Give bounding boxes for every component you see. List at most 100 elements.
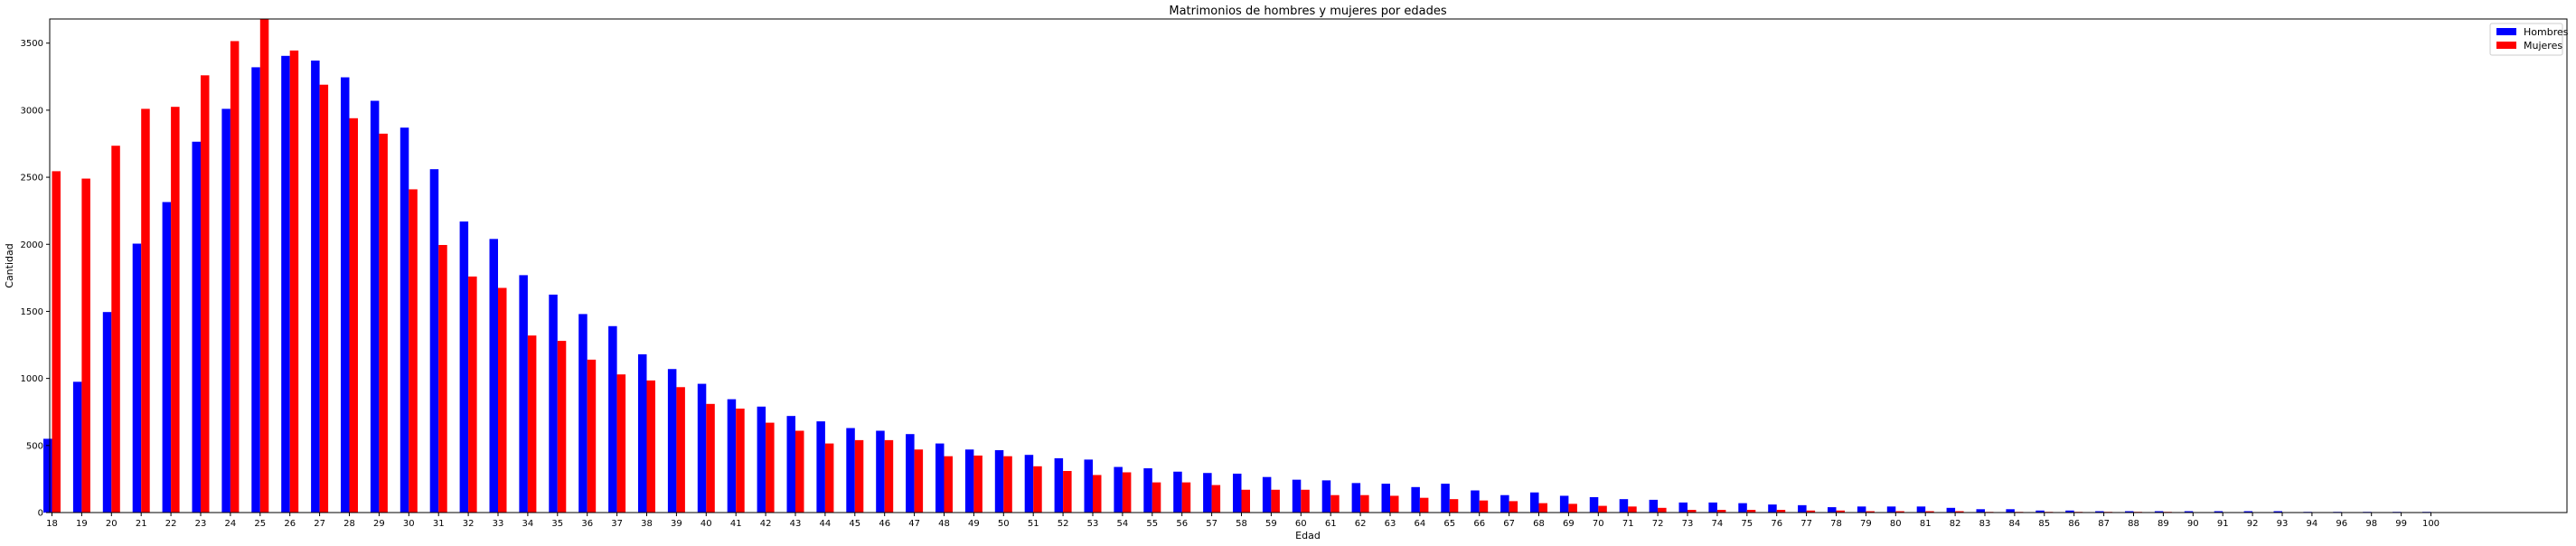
bar-hombres-56	[1173, 471, 1182, 513]
x-tick-label: 94	[2307, 519, 2318, 529]
x-tick-label: 89	[2158, 519, 2169, 529]
bar-mujeres-18	[52, 171, 61, 513]
x-tick-label: 31	[433, 519, 445, 529]
bar-hombres-39	[667, 369, 677, 513]
bar-hombres-84	[2006, 509, 2015, 513]
bar-mujeres-42	[766, 422, 775, 513]
bar-mujeres-39	[676, 387, 685, 513]
x-tick-label: 77	[1800, 519, 1812, 529]
bar-hombres-90	[2184, 511, 2194, 513]
x-tick-label: 60	[1295, 519, 1307, 529]
x-tick-label: 36	[581, 519, 593, 529]
x-tick-label: 23	[195, 519, 207, 529]
bar-mujeres-79	[1866, 511, 1875, 513]
bar-mujeres-50	[1003, 456, 1012, 513]
x-tick-label: 90	[2187, 519, 2199, 529]
x-tick-label: 55	[1146, 519, 1158, 529]
bar-hombres-92	[2243, 511, 2253, 513]
bar-hombres-29	[370, 100, 380, 513]
bar-hombres-43	[786, 416, 795, 513]
bar-mujeres-46	[884, 439, 894, 513]
x-tick-label: 58	[1236, 519, 1247, 529]
x-tick-label: 84	[2009, 519, 2021, 529]
x-tick-label: 37	[611, 519, 623, 529]
bar-hombres-64	[1411, 486, 1420, 513]
y-tick-label: 0	[38, 509, 43, 519]
x-tick-label: 40	[700, 519, 712, 529]
x-tick-label: 79	[1860, 519, 1872, 529]
y-tick-label: 500	[26, 441, 43, 451]
bar-hombres-88	[2125, 511, 2134, 513]
x-tick-label: 72	[1652, 519, 1664, 529]
bar-mujeres-37	[616, 374, 626, 513]
x-tick-label: 49	[968, 519, 980, 529]
bar-mujeres-34	[527, 335, 537, 513]
x-tick-label: 26	[284, 519, 296, 529]
x-tick-label: 46	[879, 519, 890, 529]
bar-hombres-37	[608, 325, 617, 513]
bar-hombres-33	[489, 239, 498, 513]
bar-mujeres-60	[1301, 489, 1310, 513]
x-tick-label: 70	[1593, 519, 1604, 529]
bar-mujeres-70	[1598, 505, 1607, 513]
bar-mujeres-53	[1093, 475, 1102, 513]
bar-mujeres-77	[1806, 510, 1816, 513]
x-tick-label: 18	[46, 519, 58, 529]
x-tick-label: 69	[1563, 519, 1575, 529]
bar-mujeres-23	[201, 75, 210, 513]
bar-mujeres-38	[646, 380, 655, 513]
bar-mujeres-40	[706, 403, 715, 513]
bar-hombres-74	[1708, 502, 1717, 513]
bar-hombres-51	[1024, 455, 1034, 513]
x-tick-label: 73	[1682, 519, 1694, 529]
bar-hombres-65	[1441, 484, 1450, 513]
bar-mujeres-82	[1955, 511, 1964, 513]
bar-mujeres-67	[1509, 501, 1518, 513]
x-axis: 18 19 20 21 22 23 24 25 26 27 28 29 30 31 32 33 34 35 36 37…	[46, 513, 2440, 529]
bar-hombres-31	[429, 169, 439, 513]
x-tick-label: 83	[1979, 519, 1991, 529]
bar-hombres-53	[1084, 459, 1093, 513]
x-tick-label: 78	[1830, 519, 1842, 529]
bar-mujeres-51	[1033, 466, 1042, 513]
bar-mujeres-73	[1688, 510, 1697, 513]
bar-hombres-21	[132, 243, 142, 513]
bar-mujeres-19	[81, 178, 90, 513]
bar-hombres-42	[757, 406, 766, 513]
bar-hombres-38	[638, 353, 647, 513]
bar-hombres-35	[549, 294, 558, 513]
bar-hombres-63	[1381, 484, 1390, 513]
bar-hombres-87	[2095, 511, 2104, 513]
bar-hombres-18	[43, 438, 52, 513]
bar-hombres-20	[102, 312, 112, 513]
bar-hombres-75	[1738, 503, 1747, 513]
x-tick-label: 71	[1622, 519, 1634, 529]
x-tick-label: 57	[1206, 519, 1217, 529]
x-tick-label: 52	[1058, 519, 1069, 529]
bar-mujeres-71	[1628, 506, 1637, 513]
bar-hombres-57	[1203, 473, 1212, 513]
x-axis-title: Edad	[1295, 530, 1321, 541]
bar-hombres-77	[1798, 504, 1807, 513]
x-tick-label: 56	[1176, 519, 1188, 529]
bar-hombres-59	[1262, 476, 1272, 513]
bar-hombres-85	[2035, 510, 2045, 513]
bar-hombres-49	[964, 449, 974, 513]
y-tick-label: 3000	[21, 106, 43, 116]
x-tick-label: 41	[730, 519, 742, 529]
x-tick-label: 93	[2277, 519, 2289, 529]
y-tick-label: 3500	[21, 39, 43, 49]
x-tick-label: 62	[1355, 519, 1367, 529]
x-tick-label: 19	[76, 519, 88, 529]
bar-mujeres-76	[1776, 510, 1786, 513]
y-tick-label: 1500	[21, 307, 43, 317]
x-tick-label: 96	[2336, 519, 2347, 529]
bar-mujeres-64	[1419, 497, 1429, 513]
x-tick-label: 25	[254, 519, 266, 529]
x-tick-label: 61	[1325, 519, 1337, 529]
x-tick-label: 98	[2365, 519, 2377, 529]
x-tick-label: 47	[908, 519, 920, 529]
bar-mujeres-48	[944, 456, 953, 513]
bar-mujeres-31	[438, 245, 447, 513]
bar-mujeres-32	[468, 276, 477, 513]
